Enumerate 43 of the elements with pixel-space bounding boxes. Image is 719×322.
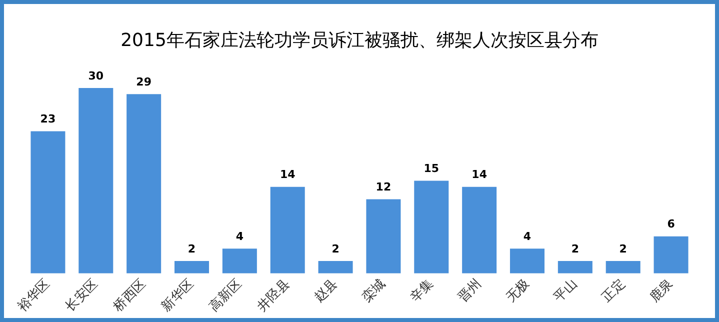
data-label: 2 — [571, 242, 580, 256]
x-tick-label: 无极 — [503, 276, 532, 306]
bar — [318, 261, 353, 274]
bar — [270, 186, 305, 274]
data-label: 30 — [88, 69, 104, 82]
bar — [558, 261, 592, 274]
x-tick-label: 新华区 — [158, 276, 197, 315]
chart-title: 2015年石家庄法轮功学员诉江被骚扰、绑架人次按区县分布 — [120, 29, 600, 52]
bar — [414, 180, 449, 274]
x-tick-label: 高新区 — [206, 276, 245, 315]
x-tick-label: 裕华区 — [14, 276, 54, 315]
bar — [510, 248, 545, 274]
bar — [30, 131, 66, 274]
data-label: 2 — [619, 242, 627, 256]
data-label: 23 — [40, 112, 56, 126]
bar — [78, 88, 114, 274]
data-label: 2 — [332, 242, 340, 256]
x-tick-label: 井陉县 — [254, 276, 293, 315]
data-label: 29 — [136, 76, 152, 89]
x-tick-label: 辛集 — [408, 276, 437, 306]
data-label: 4 — [236, 230, 244, 244]
x-tick-label: 赵县 — [312, 276, 341, 306]
bar — [654, 236, 688, 274]
bar — [606, 261, 640, 274]
data-label: 15 — [424, 162, 440, 176]
x-tick-label: 晋州 — [456, 276, 485, 306]
x-tick-label: 栾城 — [358, 276, 389, 306]
bar — [462, 186, 497, 274]
x-tick-label: 正定 — [599, 276, 628, 306]
data-label: 14 — [280, 168, 296, 182]
x-tick-label: 鹿泉 — [647, 276, 676, 306]
x-tick-label: 平山 — [551, 276, 580, 306]
x-tick-label: 桥西区 — [110, 276, 150, 316]
data-label: 12 — [376, 180, 392, 194]
bar — [222, 248, 257, 274]
data-label: 4 — [523, 230, 532, 244]
bar — [126, 94, 162, 274]
data-label: 6 — [667, 218, 676, 231]
bar — [366, 199, 401, 274]
data-label: 2 — [188, 242, 196, 256]
x-tick-label: 长安区 — [62, 276, 102, 315]
bar — [174, 261, 210, 274]
data-label: 14 — [472, 168, 488, 182]
